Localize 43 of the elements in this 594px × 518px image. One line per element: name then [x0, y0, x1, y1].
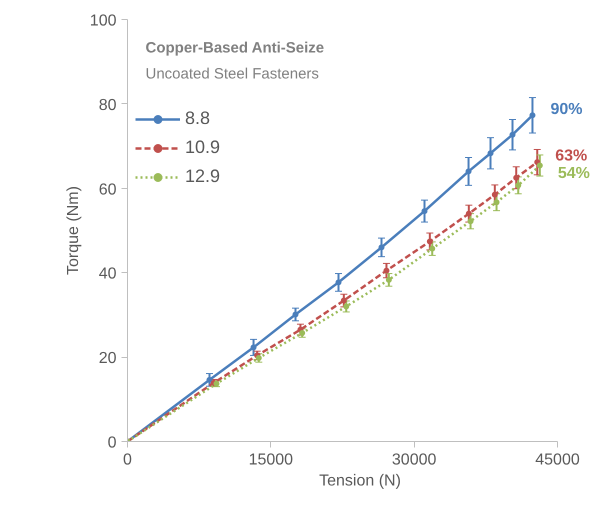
annotation: 63% [555, 148, 588, 165]
point [466, 168, 472, 174]
point [421, 208, 428, 214]
y-tick-label: 80 [98, 96, 117, 114]
y-axis-title: Torque (Nm) [64, 186, 82, 275]
legend-label: 10.9 [185, 137, 220, 158]
point [468, 218, 474, 224]
point [386, 276, 392, 283]
y-tick-label: 40 [98, 266, 117, 283]
point [513, 174, 520, 181]
point [378, 244, 384, 250]
point [383, 268, 390, 274]
y-tick-label: 100 [90, 12, 117, 30]
point [340, 298, 347, 304]
y-tick-label: 60 [98, 181, 117, 198]
point [515, 182, 522, 188]
point [488, 150, 494, 156]
point [492, 192, 498, 198]
point [536, 162, 543, 169]
x-tick-label: 45000 [535, 452, 580, 468]
x-tick-label: 15000 [248, 452, 294, 468]
x-tick-label: 0 [123, 452, 132, 468]
point [466, 210, 472, 217]
point [343, 303, 350, 310]
point [494, 199, 500, 206]
x-axis-title: Tension (N) [319, 472, 401, 490]
point [292, 311, 298, 318]
text: Copper-Based Anti-Seize [146, 40, 324, 56]
text: Uncoated Steel Fasteners [146, 66, 319, 82]
point [429, 246, 436, 252]
point [335, 279, 342, 286]
point [206, 376, 212, 383]
legend-label: 12.9 [185, 166, 220, 187]
annotation: 90% [550, 100, 582, 118]
y-tick-label: 20 [98, 350, 117, 368]
y-tick-label: 0 [108, 434, 117, 452]
point [509, 132, 516, 138]
point [250, 344, 257, 350]
point [529, 112, 536, 118]
x-tick-label: 30000 [392, 452, 437, 468]
point [426, 238, 433, 244]
legend-label: 8.8 [185, 108, 210, 129]
annotation: 54% [558, 165, 590, 182]
